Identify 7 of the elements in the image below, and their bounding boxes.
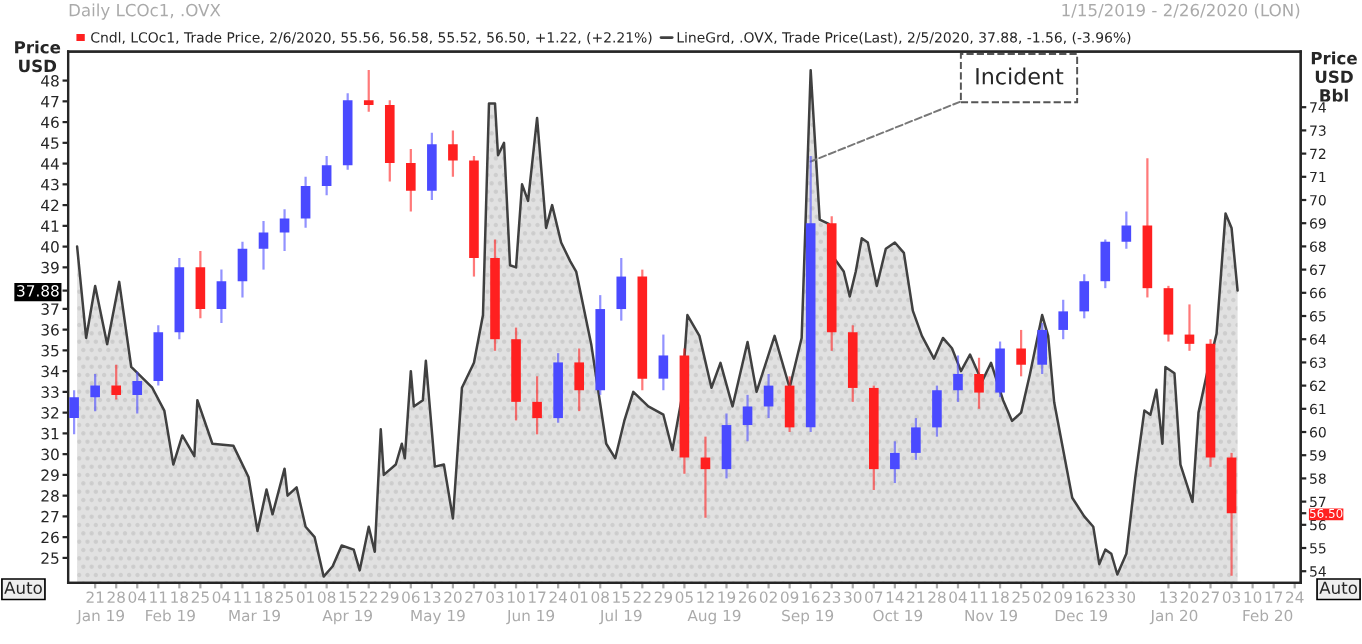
annotation: Incident (976, 67, 1064, 85)
chart-subtitle: 1/15/2019 - 2/26/2020 (LON) (1062, 3, 1300, 19)
text: Auto (1319, 581, 1357, 595)
text: Auto (4, 581, 42, 595)
y2-axis-title: Price USD Bbl (1311, 51, 1357, 102)
y-axis-title: Price USD (15, 40, 61, 73)
chart-title: Daily LCOc1, .OVX (69, 3, 221, 20)
